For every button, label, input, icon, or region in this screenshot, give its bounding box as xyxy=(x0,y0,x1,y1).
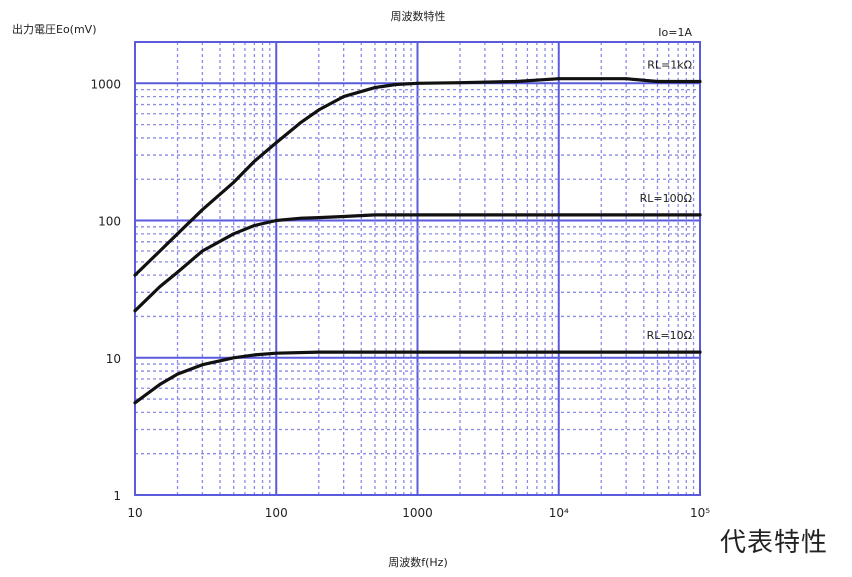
y-tick-label: 100 xyxy=(98,215,121,229)
series-label: RL=100Ω xyxy=(640,192,692,205)
y-axis-label: 出力電圧Eo(mV) xyxy=(12,22,97,36)
grid-lines xyxy=(135,42,700,495)
x-tick-label: 10⁴ xyxy=(549,506,569,520)
series-lines: RL=1kΩ RL=100Ω RL=10Ω xyxy=(133,59,702,405)
chart-title: 周波数特性 xyxy=(391,9,446,23)
x-tick-label: 100 xyxy=(265,506,288,520)
x-tick-label: 1000 xyxy=(402,506,433,520)
y-tick-label: 1 xyxy=(113,489,121,503)
series-label: RL=10Ω xyxy=(647,329,692,342)
x-tick-label: 10 xyxy=(127,506,142,520)
condition-label: Io=1A xyxy=(658,26,692,39)
series-line xyxy=(133,213,702,313)
x-tick-label: 10⁵ xyxy=(690,506,710,520)
axis-ticks: 10 100 1000 10⁴ 10⁵ 1 10 100 1000 xyxy=(90,77,710,520)
series-line xyxy=(133,77,702,277)
y-tick-label: 10 xyxy=(106,352,121,366)
series-line xyxy=(133,350,702,405)
caption: 代表特性 xyxy=(719,528,828,558)
plot-frame xyxy=(134,41,701,496)
x-axis-label: 周波数f(Hz) xyxy=(388,556,448,569)
y-tick-label: 1000 xyxy=(90,77,121,91)
series-label: RL=1kΩ xyxy=(647,59,692,72)
